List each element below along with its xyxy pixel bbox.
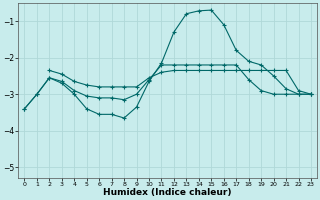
X-axis label: Humidex (Indice chaleur): Humidex (Indice chaleur) [103, 188, 232, 197]
